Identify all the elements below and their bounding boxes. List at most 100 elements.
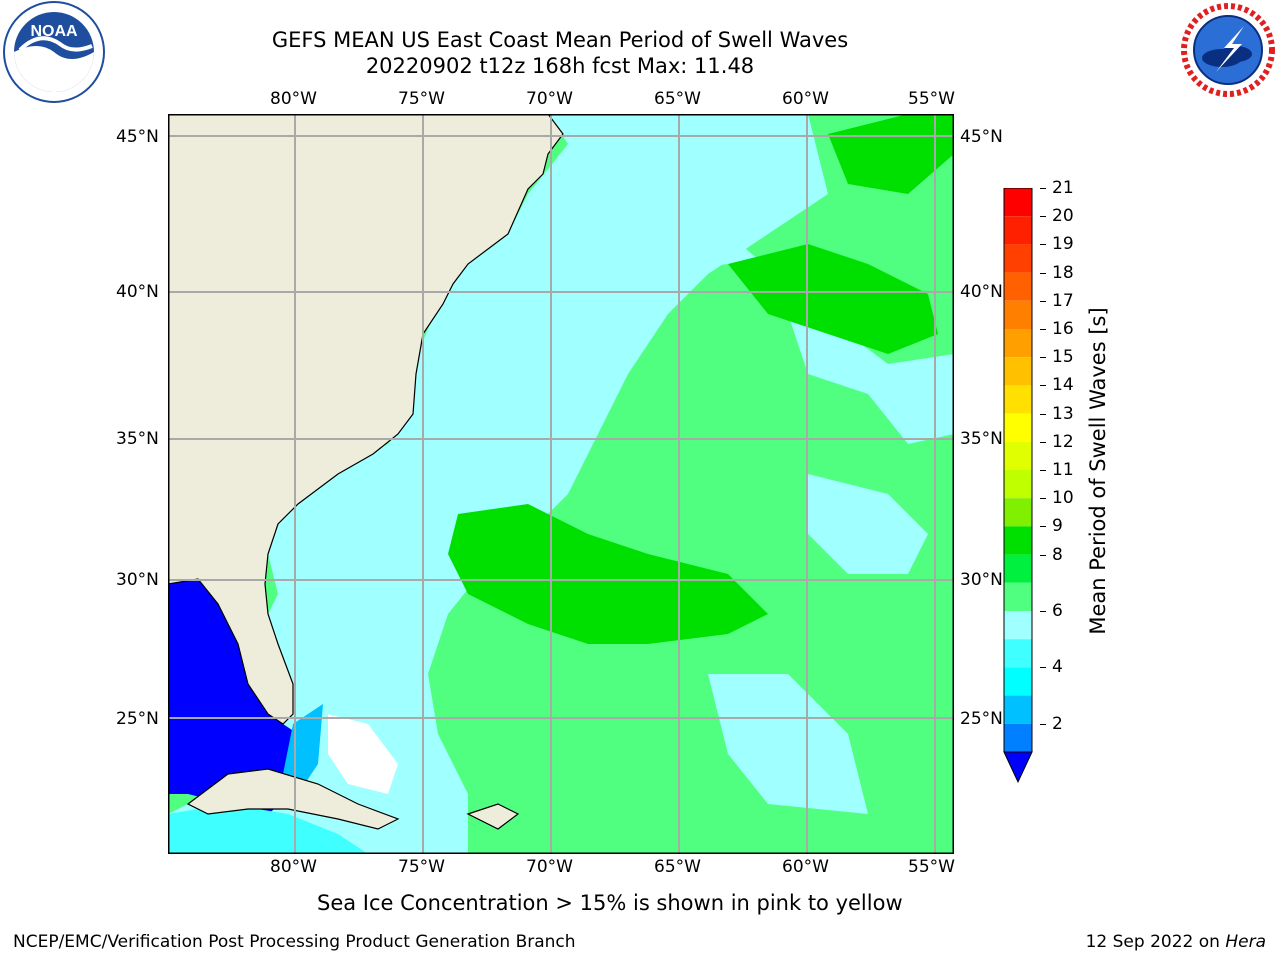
lon-label-bottom-70w: 70°W: [526, 857, 573, 877]
colorbar-tick-mark: [1040, 667, 1046, 669]
colorbar-swatch: [1004, 639, 1032, 668]
green-blob-n: [828, 114, 954, 194]
colorbar-tick-label: 8: [1052, 544, 1063, 565]
lon-label-bottom-55w: 55°W: [908, 857, 955, 877]
colorbar-tick-label: 17: [1052, 290, 1074, 311]
footer-date: 12 Sep 2022 on Hera: [1086, 932, 1266, 952]
colorbar-tick-mark: [1040, 272, 1046, 274]
colorbar-swatch: [1004, 357, 1032, 386]
lon-label-bottom-75w: 75°W: [398, 857, 445, 877]
colorbar-tick-mark: [1040, 498, 1046, 500]
land-north-america: [167, 113, 564, 725]
colorbar-tick-mark: [1040, 554, 1046, 556]
colorbar-tick-label: 12: [1052, 431, 1074, 452]
colorbar-tick-mark: [1040, 188, 1046, 189]
colorbar-tick-label: 11: [1052, 460, 1074, 480]
colorbar-extend-arrow: [1003, 751, 1033, 784]
lat-label-left-25n: 25°N: [116, 709, 159, 729]
colorbar-swatch: [1004, 695, 1032, 724]
colorbar-tick-label: 21: [1052, 178, 1074, 198]
colorbar-tick-label: 9: [1052, 516, 1063, 537]
lat-label-left-40n: 40°N: [116, 282, 159, 302]
colorbar-swatch: [1004, 329, 1032, 358]
caribbean-waters: [168, 804, 368, 854]
colorbar-swatch: [1004, 441, 1032, 470]
map-subtitle: 20220902 t12z 168h fcst Max: 11.48: [365, 54, 755, 78]
bahamas-missing: [328, 714, 398, 794]
lon-label-top-75w: 75°W: [398, 89, 445, 109]
lat-label-left-30n: 30°N: [116, 570, 159, 590]
colorbar-swatch: [1004, 611, 1032, 640]
colorbar-tick-label: 15: [1052, 347, 1074, 368]
lon-label-bottom-80w: 80°W: [270, 857, 317, 877]
colorbar-tick-label: 2: [1052, 713, 1063, 734]
land-cuba: [186, 768, 400, 830]
land-hispaniola: [466, 803, 520, 830]
shelf-band: [168, 114, 828, 854]
light-patch-north: [648, 234, 954, 444]
colorbar-swatch: [1004, 216, 1032, 245]
colorbar-tick-mark: [1040, 300, 1046, 302]
colorbar-tick-mark: [1040, 244, 1046, 246]
lat-label-right-45n: 45°N: [960, 127, 1003, 147]
colorbar-swatch: [1004, 385, 1032, 414]
lon-label-bottom-60w: 60°W: [782, 857, 829, 877]
colorbar-swatch: [1004, 300, 1032, 329]
colorbar-tick-label: 18: [1052, 262, 1074, 283]
gridlines: [168, 114, 954, 854]
colorbar-tick-mark: [1040, 329, 1046, 330]
lon-label-top-65w: 65°W: [654, 89, 701, 109]
lon-label-top-70w: 70°W: [526, 89, 573, 109]
colorbar-swatch: [1004, 554, 1032, 583]
colorbar-tick-label: 14: [1052, 375, 1074, 396]
colorbar-tick-label: 19: [1052, 234, 1074, 255]
colorbar-tick-label: 4: [1052, 657, 1063, 678]
lat-label-right-35n: 35°N: [960, 429, 1003, 449]
colorbar-tick-label: 20: [1052, 206, 1074, 227]
colorbar-tick-mark: [1040, 723, 1046, 725]
green-blob-ne: [728, 244, 938, 354]
lat-label-right-30n: 30°N: [960, 570, 1003, 590]
gulf-waters: [168, 579, 298, 814]
colorbar-swatch: [1004, 413, 1032, 442]
colorbar: [1000, 187, 1040, 784]
colorbar-swatch: [1004, 526, 1032, 555]
colorbar-tick-mark: [1040, 385, 1046, 387]
colorbar-swatch: [1004, 582, 1032, 611]
lat-label-left-45n: 45°N: [116, 127, 159, 147]
colorbar-tick-label: 16: [1052, 319, 1074, 339]
colorbar-tick-mark: [1040, 357, 1046, 359]
noaa-logo-text: NOAA: [30, 23, 78, 40]
light-patch-southeast: [708, 674, 868, 814]
lat-label-left-35n: 35°N: [116, 429, 159, 449]
footer-date-text: 12 Sep 2022 on: [1085, 932, 1220, 952]
map-title: GEFS MEAN US East Coast Mean Period of S…: [271, 28, 849, 52]
nws-logo-icon: [1176, 0, 1280, 104]
colorbar-tick-mark: [1040, 611, 1046, 612]
lon-label-top-55w: 55°W: [908, 89, 955, 109]
colorbar-swatch: [1004, 244, 1032, 273]
colorbar-tick-mark: [1040, 526, 1046, 528]
colorbar-tick-mark: [1040, 413, 1046, 415]
sea-ice-caption: Sea Ice Concentration > 15% is shown in …: [317, 891, 903, 915]
colorbar-swatch: [1004, 188, 1032, 217]
lon-label-top-60w: 60°W: [782, 89, 829, 109]
lat-label-right-25n: 25°N: [960, 709, 1003, 729]
footer-branch: NCEP/EMC/Verification Post Processing Pr…: [13, 932, 576, 952]
colorbar-tick-mark: [1040, 216, 1046, 218]
colorbar-swatch: [1004, 723, 1032, 752]
colorbar-swatch: [1004, 272, 1032, 301]
colorbar-swatch: [1004, 667, 1032, 696]
map-panel: [167, 113, 954, 854]
colorbar-tick-label: 13: [1052, 403, 1074, 424]
colorbar-tick-mark: [1040, 441, 1046, 443]
colorbar-swatch: [1004, 498, 1032, 527]
colorbar-tick-label: 6: [1052, 601, 1063, 621]
strait-cyan: [283, 704, 323, 794]
colorbar-swatch: [1004, 470, 1032, 499]
lon-label-top-80w: 80°W: [270, 89, 317, 109]
light-patch-east: [808, 474, 928, 574]
colorbar-tick-mark: [1040, 470, 1046, 471]
colorbar-ticks: 21 20 19 18 17 16 15 14 13 12 11 10 9 8 6 4 2: [1040, 178, 1080, 784]
green-blob-central: [448, 504, 768, 644]
